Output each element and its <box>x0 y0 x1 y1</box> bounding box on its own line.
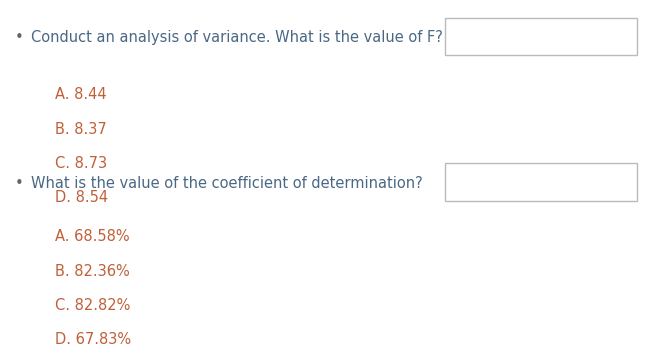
FancyBboxPatch shape <box>445 163 637 201</box>
Text: B. 8.37: B. 8.37 <box>55 122 107 137</box>
Text: C. 8.73: C. 8.73 <box>55 156 107 171</box>
Text: A. 68.58%: A. 68.58% <box>55 229 130 244</box>
Text: C. 82.82%: C. 82.82% <box>55 298 130 313</box>
Text: Conduct an analysis of variance. What is the value of F?: Conduct an analysis of variance. What is… <box>31 30 443 45</box>
Text: B. 82.36%: B. 82.36% <box>55 264 130 279</box>
Text: •: • <box>14 176 23 191</box>
Text: A. 8.44: A. 8.44 <box>55 87 107 102</box>
Text: D. 8.54: D. 8.54 <box>55 190 108 205</box>
Text: D. 67.83%: D. 67.83% <box>55 332 131 347</box>
Text: What is the value of the coefficient of determination?: What is the value of the coefficient of … <box>31 176 422 191</box>
Text: •: • <box>14 30 23 45</box>
FancyBboxPatch shape <box>445 18 637 55</box>
